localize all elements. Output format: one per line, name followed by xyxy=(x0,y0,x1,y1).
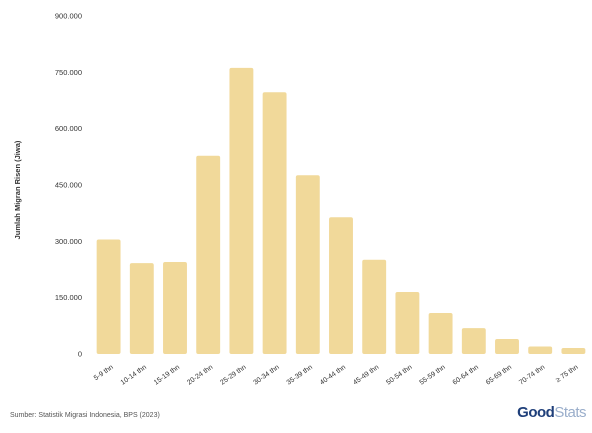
x-tick-label: 10-14 thn xyxy=(120,364,148,387)
bars xyxy=(96,67,586,355)
bar-14 xyxy=(561,347,586,354)
source-note: Sumber: Statistik Migrasi Indonesia, BPS… xyxy=(10,412,160,419)
bar-4 xyxy=(229,67,254,354)
bar-12 xyxy=(495,338,519,354)
y-tick-label: 0 xyxy=(78,350,82,359)
x-tick-label: 65-69 thn xyxy=(485,364,513,387)
x-tick-label: 15-19 thn xyxy=(153,364,181,387)
x-tick-label: 50-54 thn xyxy=(385,364,413,387)
logo-part-stats: Stats xyxy=(554,404,586,421)
x-tick-label: 5-9 thn xyxy=(93,364,115,382)
x-tick-label: 60-64 thn xyxy=(452,364,480,387)
x-tick-label: 45-49 thn xyxy=(352,364,380,387)
bar-2 xyxy=(163,261,187,354)
y-tick-label: 450.000 xyxy=(55,181,82,190)
logo-part-good: Good xyxy=(517,404,555,421)
bar-8 xyxy=(362,259,387,354)
x-axis-ticks: 5-9 thn 10-14 thn 15-19 thn 20-24 thn 25-29 … xyxy=(93,364,580,387)
bar-10 xyxy=(428,313,453,354)
bar-9 xyxy=(395,292,420,354)
x-tick-label: 55-59 thn xyxy=(418,364,446,387)
y-tick-label: 300.000 xyxy=(55,237,82,246)
y-axis-ticks: 0 150.000 300.000 450.000 600.000 750.000 900.… xyxy=(55,12,82,359)
x-tick-label: 30-34 thn xyxy=(252,364,280,387)
x-tick-label: 70-74 thn xyxy=(518,364,546,387)
x-tick-label: 35-39 thn xyxy=(286,364,314,387)
goodstats-logo: GoodStats xyxy=(517,404,586,421)
y-tick-label: 150.000 xyxy=(55,293,82,302)
bar-13 xyxy=(528,346,553,354)
x-tick-label: 25-29 thn xyxy=(219,364,247,387)
bar-3 xyxy=(196,155,221,354)
y-tick-label: 750.000 xyxy=(55,68,82,77)
bar-7 xyxy=(329,217,353,354)
x-tick-label: ≥ 75 thn xyxy=(555,364,580,384)
y-axis-label: Jumlah Migran Risen (Jiwa) xyxy=(13,140,22,239)
bar-0 xyxy=(96,239,121,354)
x-tick-label: 20-24 thn xyxy=(186,364,214,387)
bar-5 xyxy=(262,92,287,355)
y-tick-label: 600.000 xyxy=(55,124,82,133)
bar-11 xyxy=(461,328,486,354)
bar-6 xyxy=(295,175,320,354)
x-tick-label: 40-44 thn xyxy=(319,364,347,387)
y-tick-label: 900.000 xyxy=(55,12,82,21)
bar-1 xyxy=(129,263,154,354)
